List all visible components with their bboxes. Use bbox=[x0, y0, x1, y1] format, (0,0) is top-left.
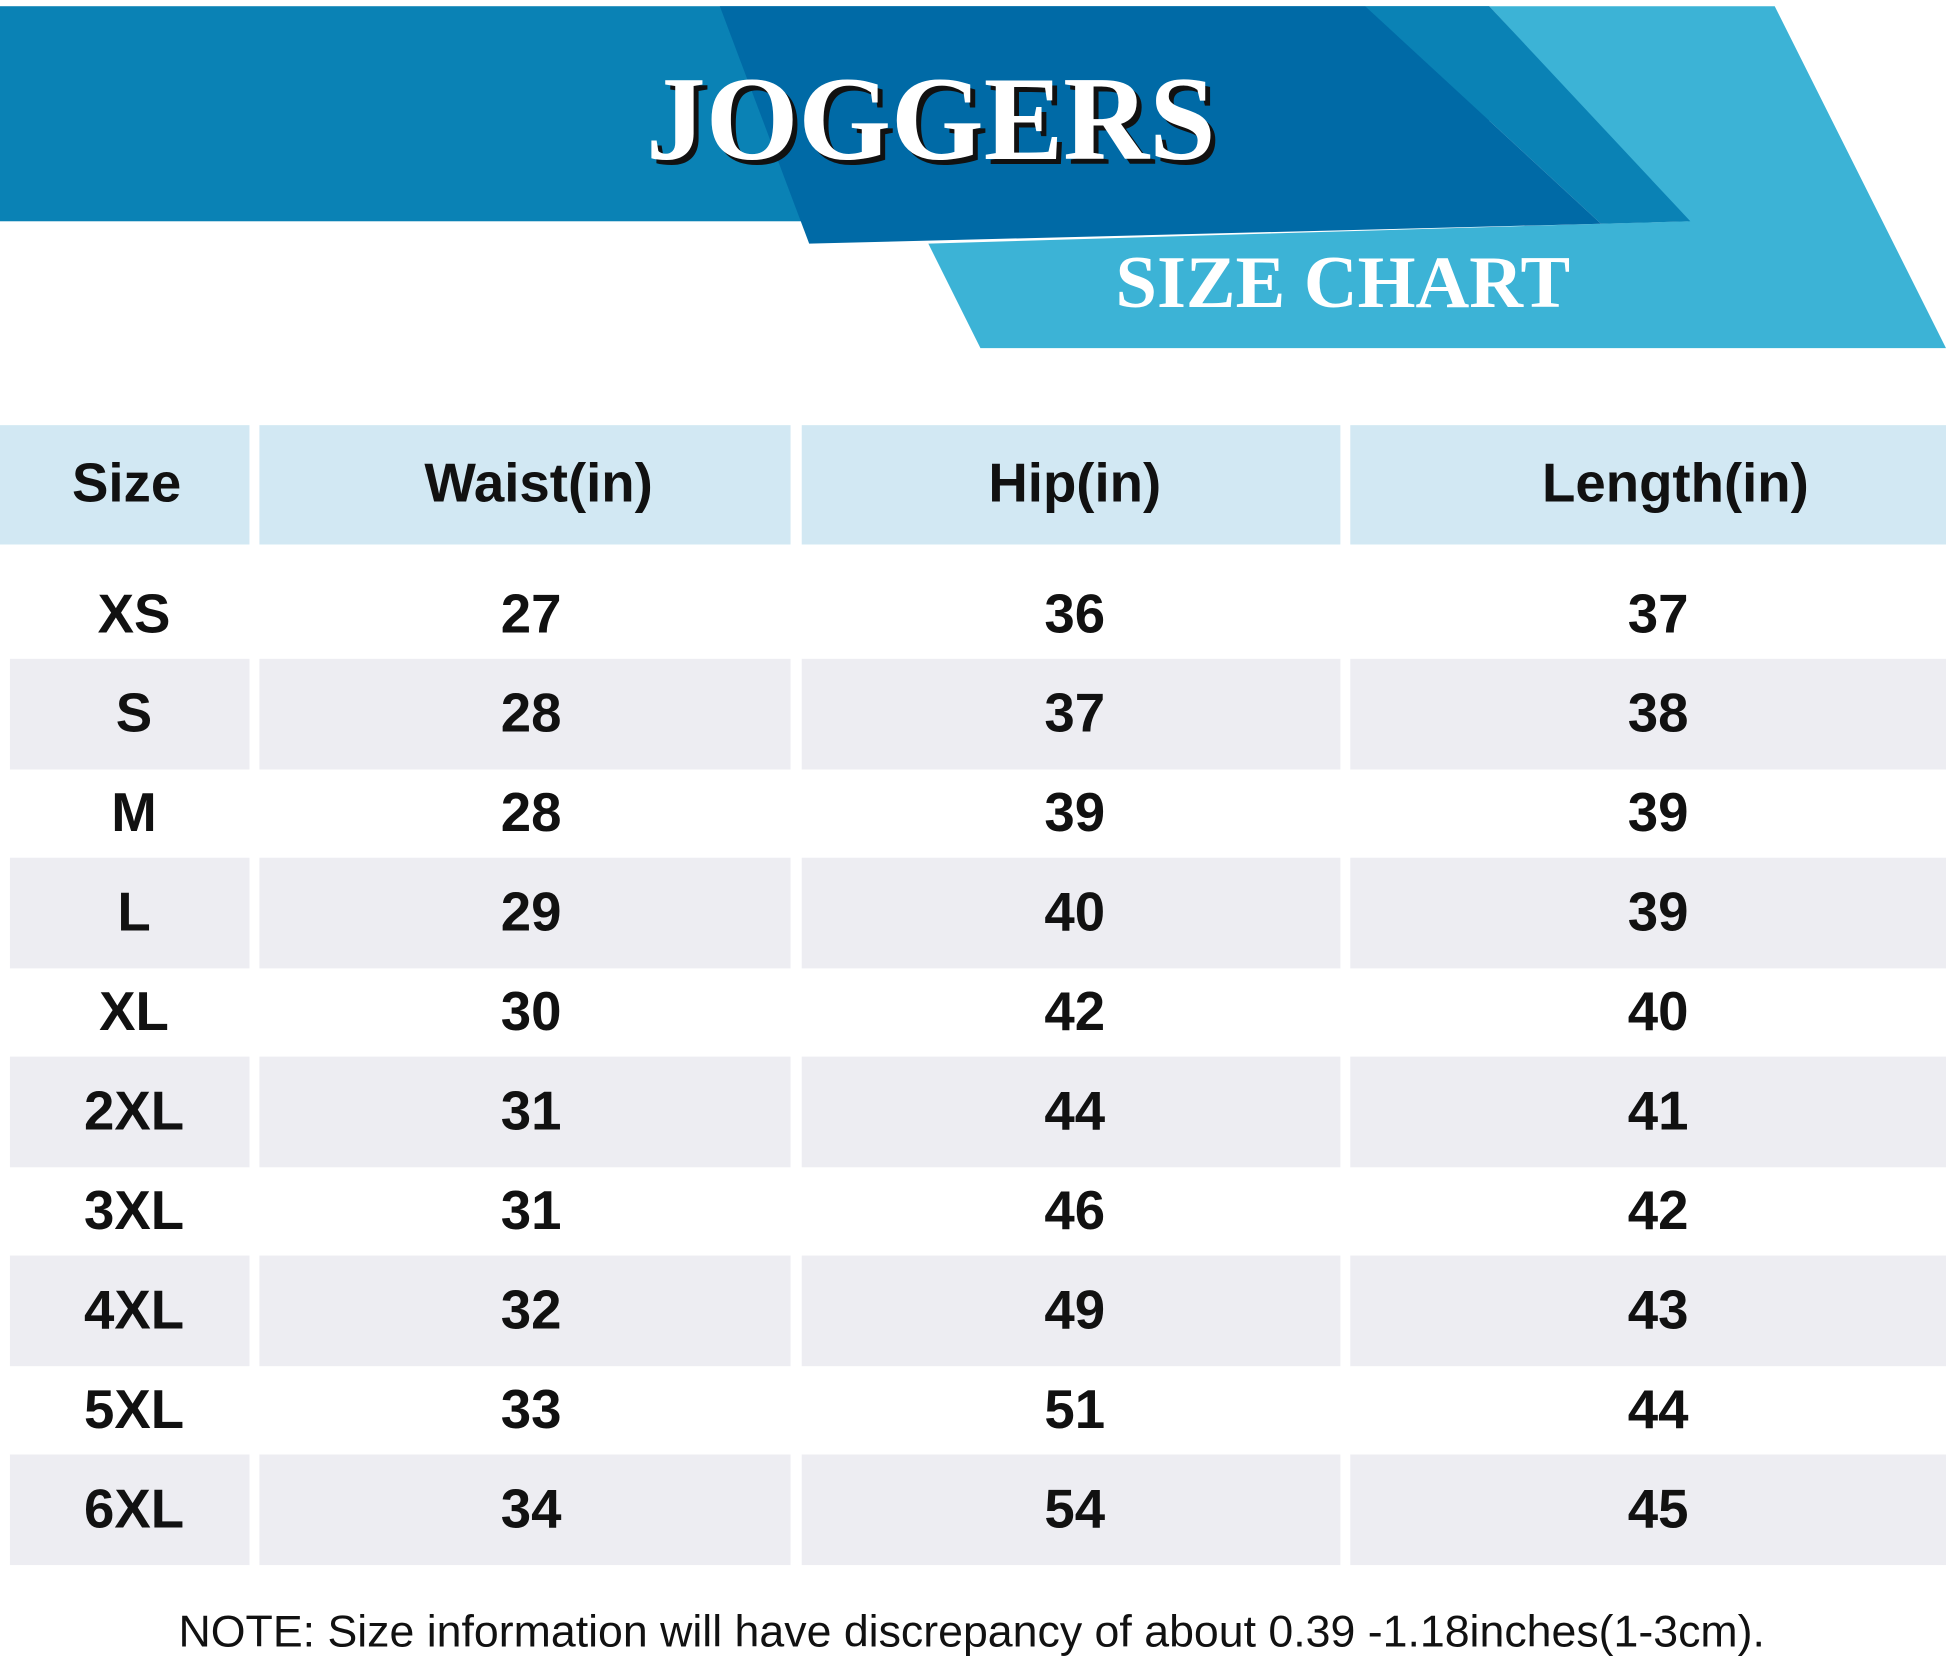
title: JOGGERS bbox=[646, 53, 1215, 185]
row-shade bbox=[801, 1056, 1341, 1168]
size-label: 5XL bbox=[84, 1379, 184, 1440]
measurement: 39 bbox=[1044, 782, 1105, 843]
row-shade bbox=[259, 1056, 791, 1168]
measurement: 36 bbox=[1044, 583, 1105, 644]
size-label: 6XL bbox=[84, 1478, 184, 1539]
measurement: 42 bbox=[1044, 981, 1105, 1042]
measurement: 27 bbox=[501, 583, 562, 644]
measurement: 40 bbox=[1044, 882, 1105, 943]
measurement: 37 bbox=[1044, 683, 1105, 744]
row-shade bbox=[1350, 1454, 1946, 1566]
size-label: M bbox=[111, 782, 156, 843]
column-header: Size bbox=[72, 453, 181, 514]
row-shade bbox=[1350, 857, 1946, 969]
measurement: 34 bbox=[501, 1478, 562, 1539]
row-shade bbox=[259, 1255, 791, 1367]
measurement: 31 bbox=[501, 1180, 562, 1241]
row-shade bbox=[9, 1454, 250, 1566]
measurement: 45 bbox=[1628, 1478, 1689, 1539]
size-label: L bbox=[117, 882, 150, 943]
row-shade bbox=[1350, 1056, 1946, 1168]
measurement: 39 bbox=[1628, 782, 1689, 843]
measurement: 28 bbox=[501, 782, 562, 843]
measurement: 30 bbox=[501, 981, 562, 1042]
measurement: 54 bbox=[1044, 1478, 1105, 1539]
header-cell bbox=[1350, 425, 1946, 545]
banner-light bbox=[928, 6, 1946, 349]
measurement: 33 bbox=[501, 1379, 562, 1440]
size-label: XL bbox=[99, 981, 169, 1042]
row-shade bbox=[9, 1255, 250, 1367]
column-header: Hip(in) bbox=[988, 453, 1161, 514]
row-shade bbox=[801, 1454, 1341, 1566]
measurement: 44 bbox=[1628, 1379, 1689, 1440]
measurement: 39 bbox=[1628, 882, 1689, 943]
row-shade bbox=[1350, 658, 1946, 770]
row-shade bbox=[9, 658, 250, 770]
measurement: 41 bbox=[1628, 1080, 1689, 1141]
measurement: 44 bbox=[1044, 1080, 1105, 1141]
row-shade bbox=[1350, 1255, 1946, 1367]
column-header: Length(in) bbox=[1542, 453, 1809, 514]
measurement: 28 bbox=[501, 683, 562, 744]
row-shade bbox=[259, 1454, 791, 1566]
measurement: 31 bbox=[501, 1080, 562, 1141]
size-table: Size Waist(in) Hip(in) Length(in) XS 27 36 37 S 2… bbox=[0, 425, 1946, 1566]
header-banner: JOGGERS JOGGERS SIZE CHART bbox=[0, 6, 1946, 349]
note: NOTE: Size information will have discrep… bbox=[179, 1607, 1765, 1656]
measurement: 38 bbox=[1628, 683, 1689, 744]
subtitle: SIZE CHART bbox=[1116, 242, 1571, 324]
measurement: 32 bbox=[501, 1279, 562, 1340]
row-shade bbox=[801, 658, 1341, 770]
measurement: 43 bbox=[1628, 1279, 1689, 1340]
header-cell bbox=[259, 425, 791, 545]
row-shade bbox=[259, 658, 791, 770]
banner-mid bbox=[1365, 6, 1691, 224]
row-shade bbox=[801, 1255, 1341, 1367]
measurement: 40 bbox=[1628, 981, 1689, 1042]
title-shadow: JOGGERS bbox=[651, 58, 1220, 190]
measurement: 42 bbox=[1628, 1180, 1689, 1241]
header-cell bbox=[801, 425, 1341, 545]
measurement: 37 bbox=[1628, 583, 1689, 644]
banner-dark bbox=[719, 6, 1601, 244]
measurement: 29 bbox=[501, 882, 562, 943]
row-shade bbox=[9, 1056, 250, 1168]
size-label: 4XL bbox=[84, 1279, 184, 1340]
measurement: 51 bbox=[1044, 1379, 1105, 1440]
measurement: 49 bbox=[1044, 1279, 1105, 1340]
column-header: Waist(in) bbox=[424, 453, 652, 514]
row-shade bbox=[259, 857, 791, 969]
header-cell bbox=[0, 425, 250, 545]
measurement: 46 bbox=[1044, 1180, 1105, 1241]
size-label: 2XL bbox=[84, 1080, 184, 1141]
size-label: S bbox=[116, 683, 152, 744]
size-label: 3XL bbox=[84, 1180, 184, 1241]
row-shade bbox=[9, 857, 250, 969]
row-shade bbox=[801, 857, 1341, 969]
size-label: XS bbox=[98, 583, 171, 644]
